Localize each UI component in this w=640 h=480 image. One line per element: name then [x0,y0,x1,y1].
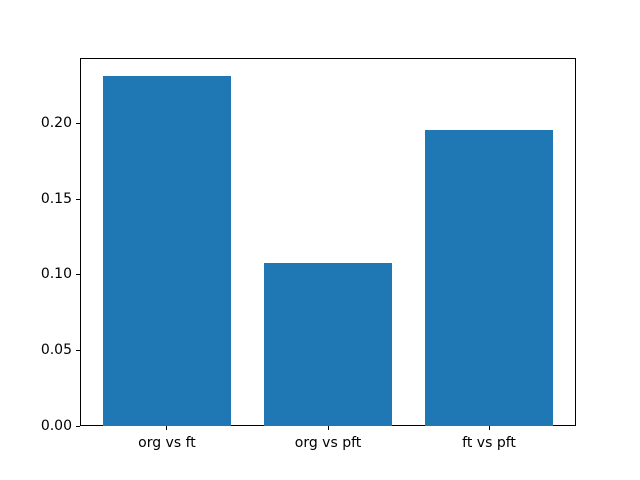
bar-org-vs-ft [102,75,232,426]
y-tick-mark [76,123,80,125]
x-tick-label: org vs ft [138,435,196,451]
x-tick-label: ft vs pft [462,435,516,451]
y-tick-label: 0.15 [40,190,72,207]
y-tick-label: 0.10 [40,266,72,283]
y-tick-mark [76,425,80,427]
y-tick-mark [76,274,80,276]
x-tick-mark [166,426,168,430]
x-tick-mark [488,426,490,430]
y-tick-mark [76,198,80,200]
y-tick-label: 0.00 [40,417,72,434]
bar-ft-vs-pft [424,129,554,426]
x-tick-label: org vs pft [294,435,362,451]
bar-org-vs-pft [263,262,393,426]
x-tick-mark [327,426,329,430]
y-tick-mark [76,349,80,351]
y-tick-label: 0.20 [40,115,72,132]
y-tick-label: 0.05 [40,341,72,358]
